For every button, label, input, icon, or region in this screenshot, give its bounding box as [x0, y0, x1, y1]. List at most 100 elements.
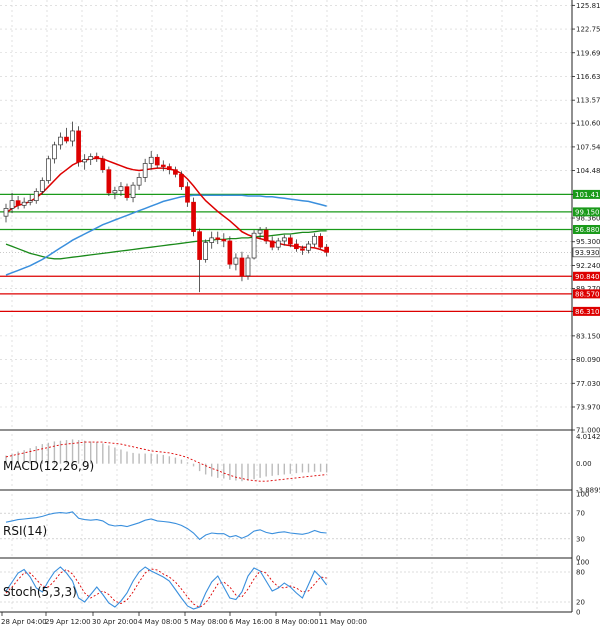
candle-body	[45, 158, 51, 181]
candle-body	[130, 184, 136, 198]
time-tick-label: 4 May 08:00	[138, 618, 182, 626]
ma-green-line	[5, 230, 327, 260]
price-tick-label: 107.540	[576, 143, 600, 151]
macd-tick-label: 4.0142	[576, 433, 600, 441]
price-tick-label: 113.570	[576, 97, 600, 105]
level-tag-label: 86.310	[575, 308, 600, 316]
current-price-label: 93.930	[575, 249, 600, 257]
candle-body	[64, 136, 69, 142]
candle-body	[221, 239, 227, 242]
candle-body	[106, 169, 112, 194]
candle-body	[269, 240, 275, 248]
candle-body	[245, 257, 251, 277]
panel-frames	[0, 0, 573, 613]
candle-body	[203, 242, 208, 260]
current-price-tag	[572, 247, 600, 258]
price-tick-label: 83.150	[576, 332, 600, 340]
rsi-label: RSI(14)	[3, 524, 47, 538]
time-tick-label: 6 May 16:00	[229, 618, 273, 626]
candle-body	[9, 200, 15, 209]
price-tick-label: 77.030	[576, 380, 600, 388]
level-tag-label: 88.570	[575, 290, 600, 298]
candle-body	[281, 237, 287, 242]
candle-body	[112, 190, 118, 194]
price-tick-label: 92.240	[576, 262, 600, 270]
stoch-tick-label: 0	[576, 609, 580, 617]
candle-body	[318, 235, 323, 248]
level-tag	[573, 224, 600, 234]
time-tick-label: 29 Apr 12:00	[45, 618, 91, 626]
candle-body	[324, 246, 329, 253]
candle-body	[173, 169, 178, 175]
rsi-tick-label: 0	[576, 555, 580, 563]
price-tick-label: 80.090	[576, 356, 600, 364]
candle-body	[233, 257, 239, 265]
macd-tick-label: -3.8895	[576, 486, 600, 494]
level-tag	[573, 207, 600, 217]
time-tick-label: 30 Apr 20:00	[92, 618, 138, 626]
time-tick-label: 8 May 00:00	[275, 618, 319, 626]
macd-label: MACD(12,26,9)	[3, 459, 94, 473]
candle-body	[148, 156, 154, 164]
stoch-d-line	[5, 568, 327, 609]
rsi-tick-label: 70	[576, 510, 585, 518]
candle-body	[209, 237, 215, 243]
candle-body	[306, 243, 311, 251]
macd-tick-label: 0.00	[576, 460, 592, 468]
candle-body	[33, 191, 39, 202]
time-tick-label: 11 May 00:00	[319, 618, 367, 626]
price-tick-label: 116.630	[576, 73, 600, 81]
level-tag-label: 96.880	[575, 226, 600, 234]
candle-body	[185, 186, 190, 203]
stoch-tick-label: 100	[576, 559, 589, 567]
rsi-tick-label: 30	[576, 535, 585, 543]
level-tag	[573, 271, 600, 281]
price-tick-label: 95.300	[576, 238, 600, 246]
candle-body	[160, 164, 166, 167]
stoch-k-line	[5, 566, 328, 610]
candle-body	[3, 208, 9, 217]
time-tick-label: 5 May 08:00	[184, 618, 228, 626]
level-tag	[573, 189, 600, 199]
candle-body	[215, 237, 221, 240]
price-tick-label: 110.600	[576, 120, 600, 128]
candle-body	[94, 156, 100, 160]
candle-body	[118, 186, 124, 191]
price-panel	[0, 121, 572, 313]
candle-body	[142, 163, 148, 178]
price-tick-label: 104.480	[576, 167, 600, 175]
candle-body	[52, 144, 57, 160]
rsi-tick-label: 100	[576, 491, 589, 499]
candle-body	[76, 130, 81, 163]
candle-body	[39, 180, 45, 192]
stoch-tick-label: 80	[576, 569, 585, 577]
stoch-panel	[0, 566, 572, 610]
price-axis: 125.810 122.750 119.690 116.630 113.570 110.6…	[572, 2, 600, 617]
ma-red-line	[5, 157, 327, 253]
candle-body	[70, 130, 75, 142]
candle-body	[124, 186, 130, 198]
ma-blue-line	[5, 194, 327, 276]
level-tag-label: 101.410	[575, 191, 600, 199]
candle-body	[275, 240, 281, 248]
candle-body	[294, 243, 299, 250]
level-tag-label: 90.840	[575, 273, 600, 281]
price-tick-label: 71.000	[576, 427, 600, 435]
candle-body	[300, 248, 305, 251]
stoch-tick-label: 20	[576, 599, 585, 607]
candle-body	[15, 200, 21, 206]
candle-body	[167, 166, 172, 171]
price-tick-label: 122.750	[576, 26, 600, 34]
level-tag-label: 99.150	[575, 208, 600, 216]
candle-body	[21, 201, 27, 206]
candle-body	[227, 240, 233, 265]
price-tick-label: 125.810	[576, 2, 600, 10]
rsi-panel	[0, 511, 572, 541]
candle-body	[251, 232, 257, 259]
candle-body	[58, 136, 63, 146]
candle-body	[288, 237, 293, 245]
candle-body	[263, 229, 269, 242]
price-tick-label: 98.360	[576, 215, 600, 223]
price-tick-label: 89.270	[576, 285, 600, 293]
